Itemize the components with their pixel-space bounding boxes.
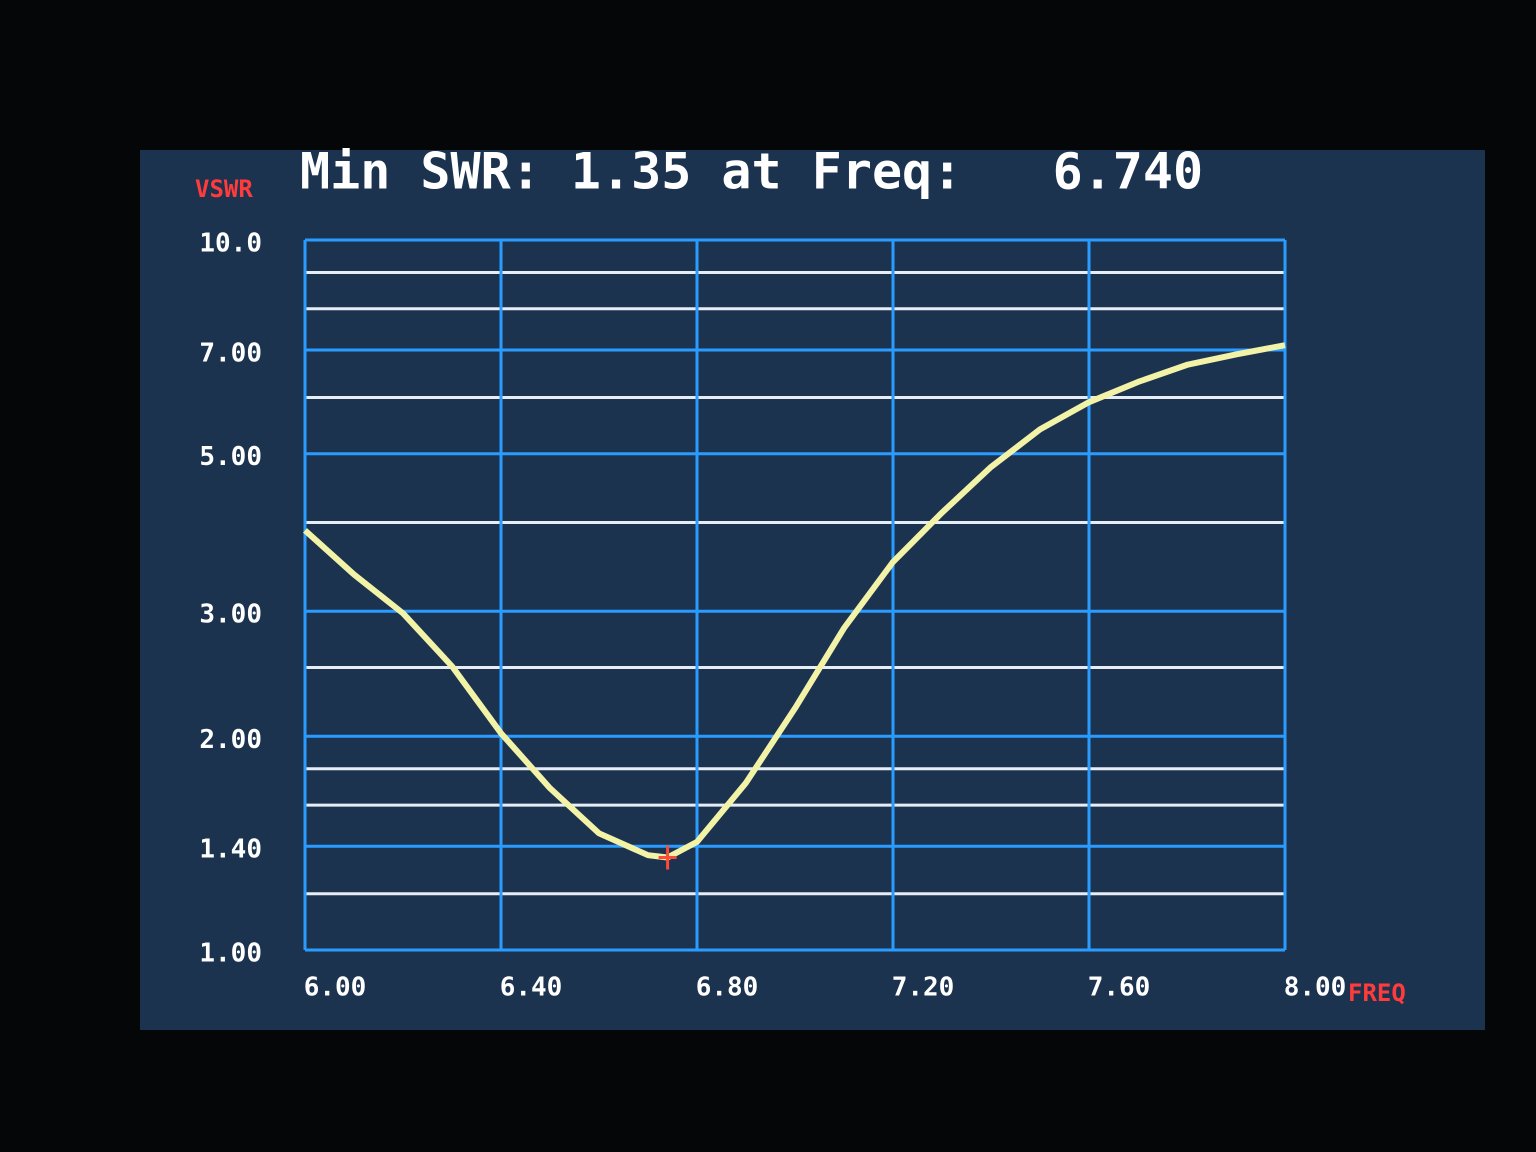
y-tick-label: 1.00 — [199, 939, 262, 969]
display-panel — [140, 150, 1485, 1030]
y-tick-label: 1.40 — [199, 835, 262, 865]
chart-title: Min SWR: 1.35 at Freq: 6.740 — [300, 143, 1203, 201]
x-axis-label: FREQ — [1348, 979, 1406, 1007]
y-tick-label: 10.0 — [199, 229, 262, 259]
y-tick-label: 5.00 — [199, 442, 262, 472]
x-tick-label: 7.20 — [892, 973, 955, 1003]
x-tick-label: 6.40 — [500, 973, 563, 1003]
y-tick-label: 2.00 — [199, 725, 262, 755]
x-tick-label: 6.80 — [696, 973, 759, 1003]
y-axis-label: VSWR — [195, 175, 253, 203]
x-tick-label: 7.60 — [1088, 973, 1151, 1003]
x-tick-label: 8.00 — [1284, 973, 1347, 1003]
y-tick-label: 7.00 — [199, 338, 262, 368]
y-tick-label: 3.00 — [199, 600, 262, 630]
x-tick-label: 6.00 — [304, 973, 367, 1003]
screen: Min SWR: 1.35 at Freq: 6.740 VSWR FREQ 1… — [0, 0, 1536, 1152]
